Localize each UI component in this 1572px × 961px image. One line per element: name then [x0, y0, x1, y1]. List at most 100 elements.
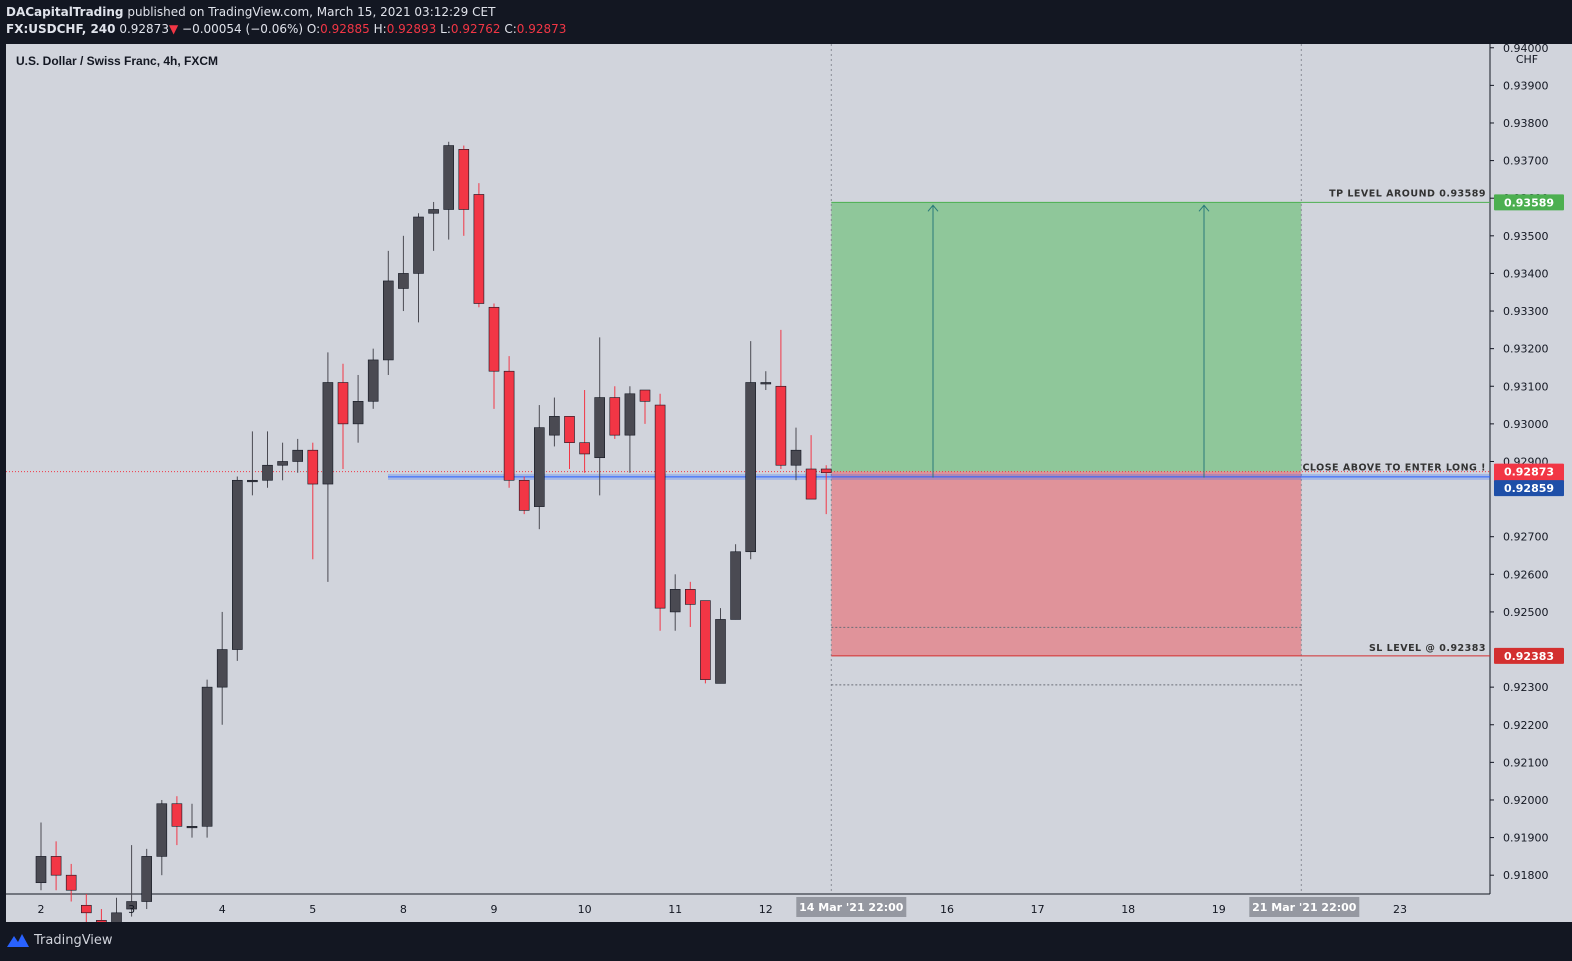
time-tick-label: 9: [491, 903, 498, 916]
candle: [201, 686, 213, 827]
time-marker-label-bg: [796, 897, 907, 917]
tradingview-logo-icon[interactable]: [6, 932, 30, 948]
time-marker-label: 21 Mar '21 22:00: [1252, 901, 1357, 914]
author-name[interactable]: DACapitalTrading: [6, 5, 124, 19]
time-axis: [6, 894, 1490, 922]
candle: [488, 306, 500, 372]
symbol-name[interactable]: FX:USDCHF, 240: [6, 22, 116, 36]
low-label: L:: [440, 22, 451, 36]
candle: [518, 479, 530, 511]
candle: [564, 416, 575, 443]
candle: [775, 385, 787, 466]
current-price-label: 0.92873: [1504, 466, 1554, 479]
candle: [654, 404, 666, 609]
price-tick-label: 0.92300: [1503, 681, 1549, 694]
time-tick-label: 18: [1121, 903, 1135, 916]
price-change: −0.00054 (−0.06%): [182, 22, 304, 36]
price-tick-label: 0.92600: [1503, 568, 1549, 581]
candle: [594, 397, 606, 459]
candle: [533, 427, 545, 507]
candle: [805, 468, 817, 500]
time-tick-label: 4: [219, 903, 226, 916]
candle: [81, 904, 92, 914]
candle: [111, 912, 122, 922]
candle: [262, 464, 273, 481]
price-tick-label: 0.93100: [1503, 380, 1549, 393]
time-tick-label: 5: [309, 903, 316, 916]
price-tick-label: 0.91900: [1503, 832, 1549, 845]
time-tick-label: 16: [940, 903, 954, 916]
candle: [458, 149, 470, 210]
publish-info: DACapitalTrading published on TradingVie…: [6, 5, 495, 19]
price-tick-label: 0.93300: [1503, 305, 1549, 318]
time-tick-label: 19: [1212, 903, 1226, 916]
high-label: H:: [373, 22, 387, 36]
time-tick-label: 8: [400, 903, 407, 916]
close-label: C:: [504, 22, 517, 36]
price-tick-label: 0.93700: [1503, 155, 1549, 168]
open-value: 0.92885: [320, 22, 370, 36]
candle: [277, 461, 288, 466]
candle: [473, 194, 485, 304]
down-arrow-icon: ▼: [168, 22, 179, 36]
candle: [186, 826, 198, 829]
candle: [639, 389, 651, 402]
candle: [292, 449, 304, 462]
last-price: 0.92873: [119, 22, 169, 36]
candle: [247, 479, 258, 483]
candle: [232, 479, 243, 650]
open-label: O:: [306, 22, 321, 36]
candle: [65, 874, 77, 891]
candle: [715, 619, 726, 684]
chart-title: U.S. Dollar / Swiss Franc, 4h, FXCM: [16, 54, 218, 68]
candle: [549, 416, 560, 436]
chart-header: DACapitalTrading published on TradingVie…: [0, 0, 1572, 44]
price-tick-label: 0.93200: [1503, 343, 1549, 356]
tp-arrow-1-head: [927, 204, 939, 212]
candle: [216, 649, 228, 688]
candle: [669, 589, 681, 613]
price-tick-label: 0.92700: [1503, 531, 1549, 544]
candle: [141, 856, 152, 902]
sl-price-label: 0.92383: [1504, 650, 1554, 663]
candle: [382, 280, 394, 361]
candle: [579, 442, 590, 455]
tp-level-annotation: TP LEVEL AROUND 0.93589: [1329, 188, 1486, 199]
price-tick-label: 0.93400: [1503, 267, 1549, 280]
time-marker-label: 14 Mar '21 22:00: [799, 901, 904, 914]
entry-price-label-bg: [1494, 480, 1564, 497]
price-tick-label: 0.93900: [1503, 79, 1549, 92]
candle: [413, 216, 424, 274]
candle: [609, 397, 621, 436]
candle: [624, 393, 636, 436]
time-tick-label: 11: [668, 903, 682, 916]
price-tick-label: 0.92000: [1503, 794, 1549, 807]
price-chart[interactable]: U.S. Dollar / Swiss Franc, 4h, FXCM CHF TP…: [0, 44, 1572, 922]
time-tick-label: 23: [1393, 903, 1407, 916]
close-value: 0.92873: [516, 22, 567, 36]
symbol-info: FX:USDCHF, 240 0.92873▼ −0.00054 (−0.06%…: [6, 22, 566, 36]
price-tick-label: 0.92100: [1503, 756, 1549, 769]
candle: [322, 382, 334, 485]
tp-price-label: 0.93589: [1504, 196, 1554, 209]
candle: [443, 145, 455, 210]
candle: [367, 359, 379, 402]
price-tick-label: 0.91800: [1503, 869, 1549, 882]
price-tick-label: 0.92200: [1503, 719, 1549, 732]
price-tick-label: 0.93000: [1503, 418, 1549, 431]
high-value: 0.92893: [386, 22, 437, 36]
tradingview-brand[interactable]: TradingView: [34, 933, 113, 948]
time-tick-label: 10: [578, 903, 592, 916]
candle: [337, 382, 349, 425]
candle: [307, 449, 319, 485]
low-value: 0.92762: [450, 22, 501, 36]
candle: [35, 856, 47, 884]
candle: [96, 920, 107, 922]
candle: [700, 600, 711, 680]
candle: [126, 901, 137, 910]
sl-price-label-bg: [1494, 647, 1564, 664]
currency-label: CHF: [1516, 53, 1538, 66]
candle: [171, 803, 183, 827]
time-tick-label: 17: [1031, 903, 1045, 916]
tp-zone: [831, 202, 1302, 472]
